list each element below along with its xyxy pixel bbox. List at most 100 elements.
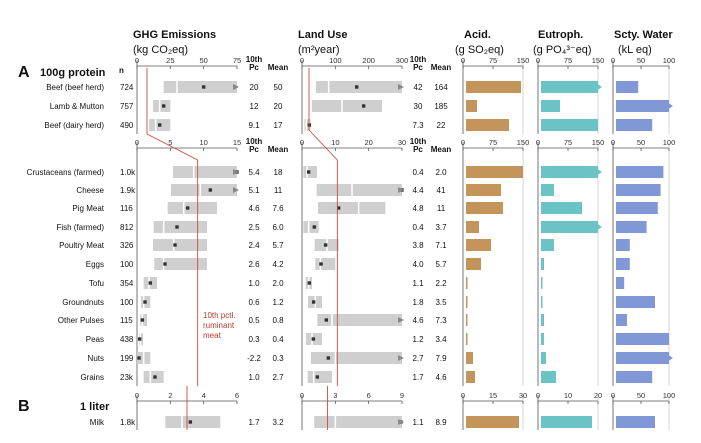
ghg-mean-value: 2.7 (272, 373, 284, 382)
land-tick-label: 0 (300, 138, 304, 147)
land-header-title: Land Use (298, 29, 348, 41)
land-mean-value: 2.0 (435, 168, 447, 177)
land-mean-value: 7.3 (435, 316, 447, 325)
land-overflow-arrow (398, 317, 404, 323)
ghg-tick-label: 0 (135, 56, 139, 65)
water-bar (616, 166, 664, 178)
ghg-mean-value: 5.7 (272, 241, 284, 250)
water-tick-label: 50 (637, 391, 645, 400)
ghg-mean-point (161, 104, 166, 108)
ghg-box (153, 239, 207, 251)
land-tick-label: 3 (333, 391, 337, 400)
ghg-pc-value: 2.4 (248, 241, 260, 250)
water-bar (616, 100, 669, 112)
land-overflow-arrow (398, 355, 404, 361)
acid-tick-label: 15 (489, 391, 497, 400)
row-n-count: 23k (120, 373, 134, 382)
row-n-count: 1.8k (120, 418, 136, 427)
ghg-mean-value: 7.6 (272, 204, 284, 213)
ghg-pc-value: 0.6 (248, 298, 260, 307)
land-tick-label: 300 (396, 56, 409, 65)
land-pc-value: 0.4 (412, 223, 424, 232)
row-label: Lamb & Mutton (50, 102, 104, 111)
row-label: Other Pulses (58, 316, 104, 325)
eutroph-tick-label: 20 (594, 391, 602, 400)
water-overflow-arrow (667, 102, 673, 110)
ghg-tick-label: 25 (166, 56, 174, 65)
ghg-mean-point (208, 188, 213, 192)
ghg-box (173, 166, 237, 178)
ghg-mean-value: 17 (274, 121, 283, 130)
ghg-mean-point (163, 262, 167, 266)
land-threshold-connector-slant (308, 129, 338, 161)
eutroph-tick-label: 10 (564, 391, 572, 400)
land-overflow-arrow (398, 187, 404, 193)
ghg-mean-value: 50 (274, 83, 283, 92)
eutroph-tick-label: 75 (564, 138, 572, 147)
eutroph-bar (541, 221, 598, 233)
eutroph-header-unit: (g PO₄³⁻eq) (533, 44, 592, 56)
land-header-unit: (m²year) (298, 44, 340, 56)
row-label: Grains (80, 373, 104, 382)
land-mean-value: 11 (437, 204, 446, 213)
mean-header-ghg: Mean (268, 63, 289, 72)
eutroph-bar (541, 314, 544, 326)
land-pc-value: 4.8 (412, 204, 424, 213)
row-n-count: 724 (120, 83, 134, 92)
ghg-mean-point (148, 281, 153, 285)
ghg-tick-label: 10 (199, 138, 207, 147)
land-box (318, 202, 386, 214)
acid-bar (466, 100, 477, 112)
land-mean-point (312, 225, 317, 229)
ghg-box (154, 258, 207, 270)
acid-bar (466, 119, 509, 131)
ghg-mean-point (185, 206, 190, 210)
land-mean-point (311, 300, 316, 304)
land-mean-value: 7.1 (435, 241, 447, 250)
ghg-mean-point (175, 225, 179, 229)
land-tick-label: 100 (329, 56, 342, 65)
ghg-tick-label: 0 (135, 391, 139, 400)
threshold-annotation-line2: ruminant (203, 321, 235, 330)
water-tick-label: 0 (611, 56, 615, 65)
ghg-pc-value: -2.2 (247, 354, 261, 363)
acid-bar (466, 416, 519, 428)
ghg-threshold-connector-slant (146, 133, 198, 161)
acid-header-unit: (g SO₂eq) (455, 44, 504, 56)
ghg-box (153, 100, 171, 112)
acid-header-title: Acid. (464, 29, 491, 41)
row-n-count: 1.9k (120, 186, 136, 195)
ghg-pc-value: 2.6 (248, 260, 260, 269)
water-bar (616, 221, 647, 233)
row-label: Poultry Meat (59, 241, 105, 250)
land-mean-point (361, 104, 366, 108)
land-mean-value: 185 (434, 102, 448, 111)
land-pc-value: 3.8 (412, 241, 424, 250)
water-tick-label: 100 (663, 138, 676, 147)
land-tick-label: 20 (364, 138, 372, 147)
row-n-count: 490 (120, 121, 134, 130)
ghg-mean-point (140, 318, 145, 322)
water-bar (616, 81, 639, 93)
eutroph-bar (541, 352, 546, 364)
ghg-box (153, 221, 207, 233)
water-bar (616, 314, 627, 326)
ghg-tick-label: 15 (233, 138, 241, 147)
land-mean-point (319, 262, 323, 266)
acid-bar (466, 221, 479, 233)
mean-header-land: Mean (431, 145, 452, 154)
land-box (315, 258, 336, 270)
land-mean-value: 7.9 (435, 354, 447, 363)
land-box (317, 314, 402, 326)
eutroph-tick-label: 0 (536, 56, 540, 65)
row-label: Fish (farmed) (56, 223, 104, 232)
eutroph-bar (541, 100, 560, 112)
acid-bar (466, 81, 521, 93)
row-n-count: 757 (120, 102, 134, 111)
row-n-count: 812 (120, 223, 134, 232)
eutroph-tick-label: 0 (536, 138, 540, 147)
land-box (316, 81, 402, 93)
water-bar (616, 239, 630, 251)
water-bar (616, 202, 658, 214)
